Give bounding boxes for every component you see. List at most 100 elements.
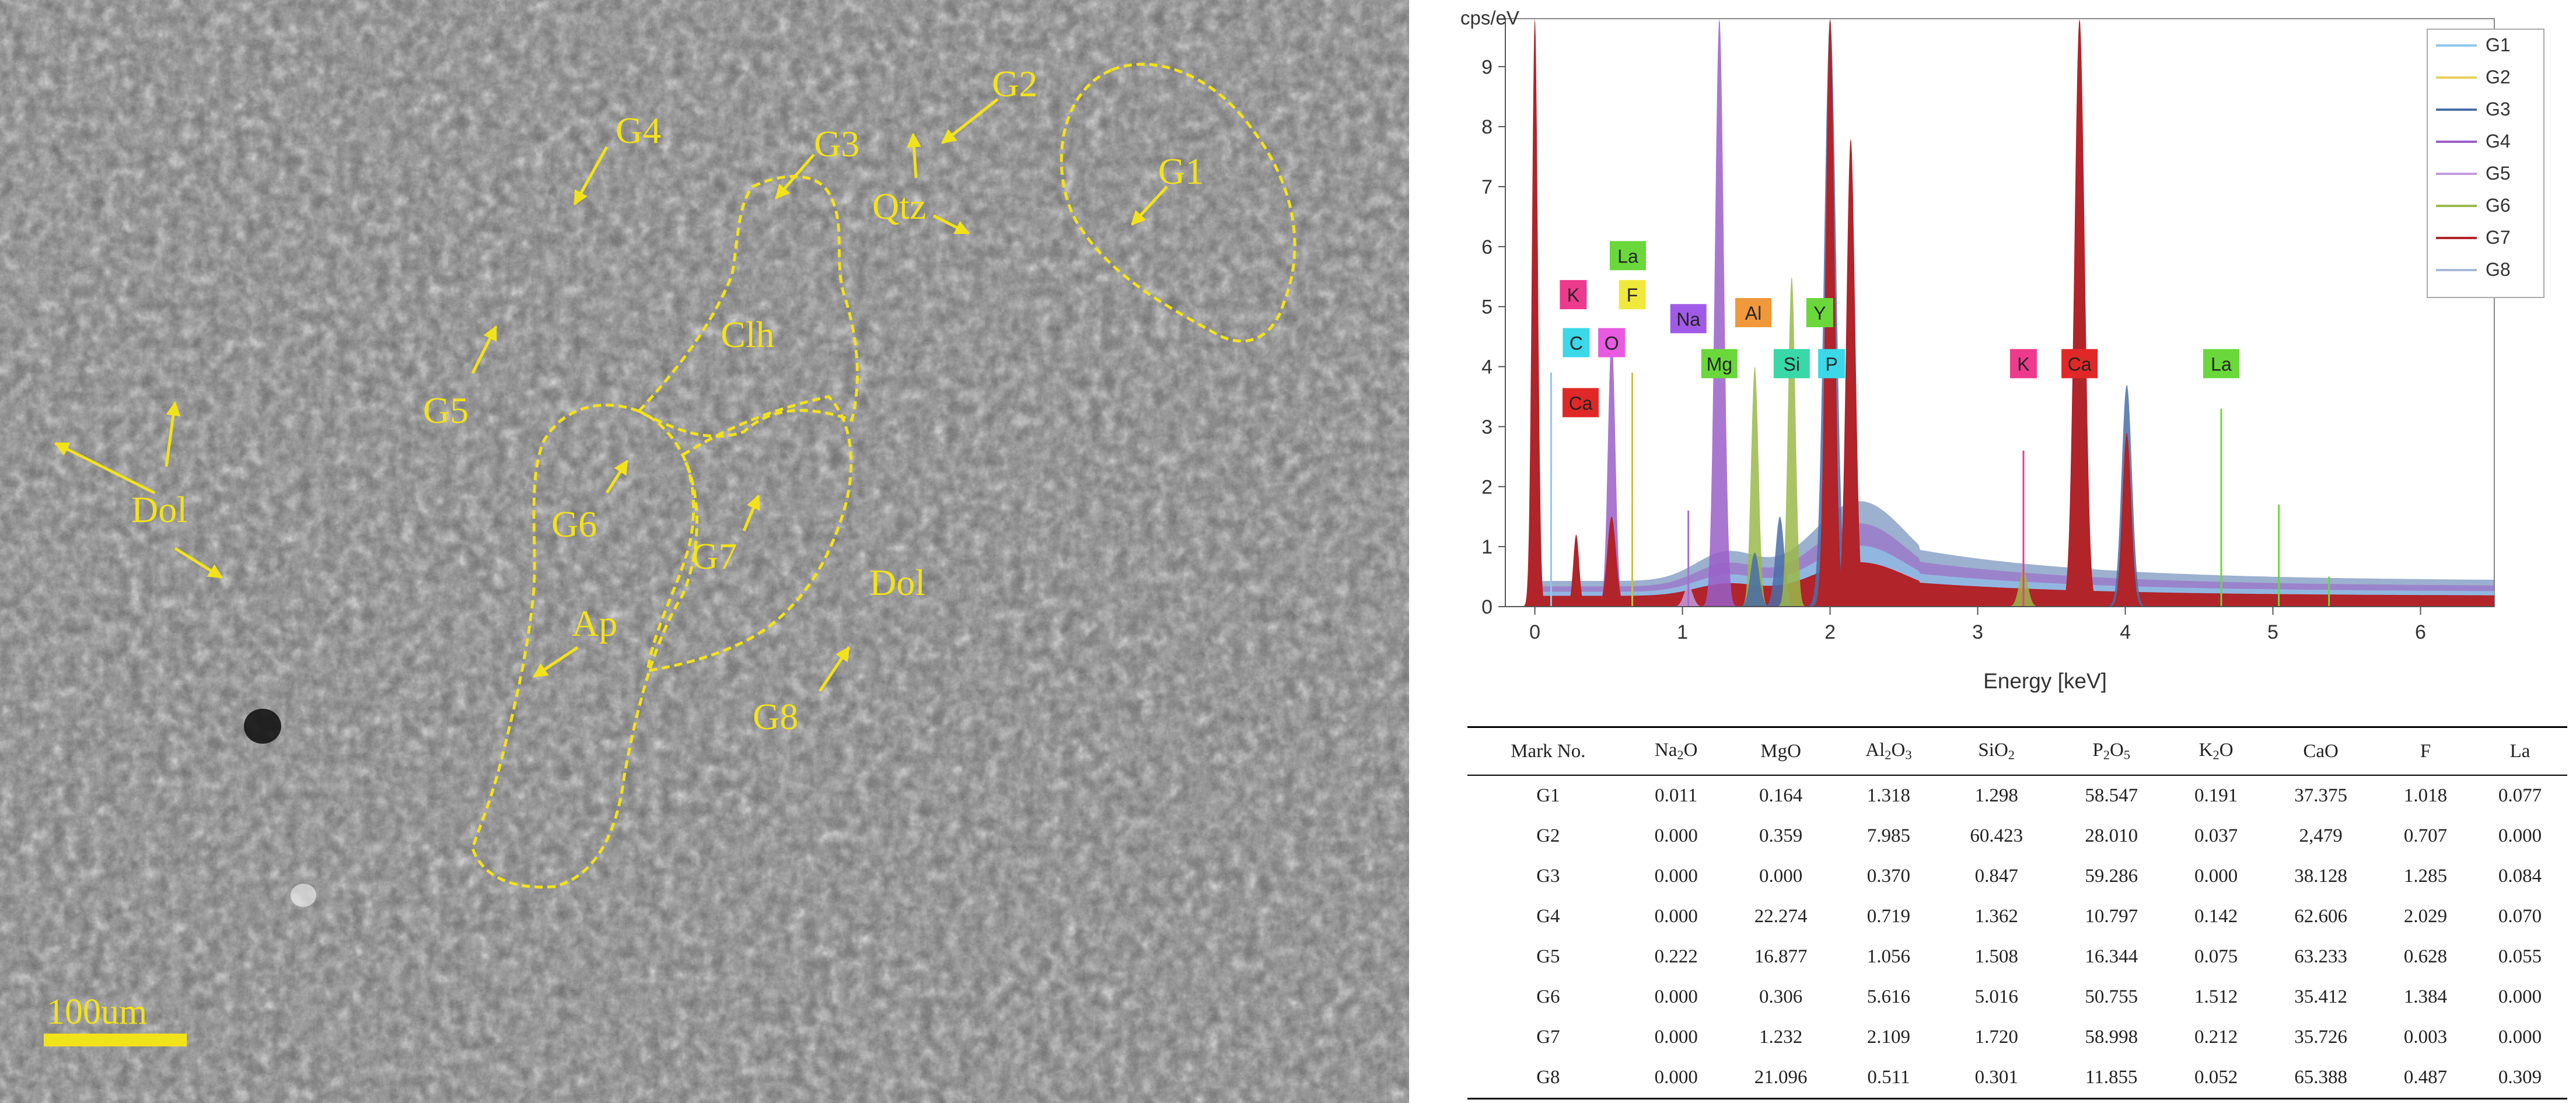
element-tag-text: Y (1813, 303, 1826, 324)
table-cell: 0.707 (2403, 825, 2448, 846)
table-cell: 0.052 (2169, 1058, 2264, 1100)
table-cell: 0.000 (1654, 906, 1698, 927)
header-f: F (2378, 726, 2473, 776)
y-tick-label: 4 (1481, 356, 1493, 379)
label-g6: G6 (551, 503, 597, 545)
header-sio2: SiO2 (1939, 726, 2054, 776)
peak-mark (1777, 276, 1806, 607)
table-cell: 37.375 (2294, 785, 2347, 806)
element-tag-box (1609, 241, 1646, 271)
element-tag-box (1773, 349, 1810, 379)
x-tick-label: 4 (2120, 621, 2131, 643)
legend: G1 G2 G3 G4 G5 G6 G7 G8 (2427, 29, 2544, 298)
table-cell: 50.755 (2085, 986, 2138, 1007)
element-tag-text: Ca (2068, 353, 2092, 374)
y-tick-label: 8 (1481, 116, 1493, 138)
table-row: G8 0.000 21.096 0.511 0.301 11.855 0.052 65.388… (1467, 1058, 2567, 1100)
y-axis-label: cps/eV (1460, 7, 1519, 29)
table-cell: 0.000 (1654, 986, 1698, 1007)
legend-entry-g7: G7 (2436, 227, 2511, 248)
x-tick-label: 2 (1824, 621, 1836, 643)
table-cell: 58.547 (2085, 785, 2138, 806)
element-tag-si: Si (1773, 349, 1810, 379)
element-tag-box (1701, 349, 1738, 379)
table-cell: 1.720 (1974, 1027, 2018, 1048)
table-cell: 38.128 (2294, 866, 2347, 887)
y-tick-label: 1 (1481, 536, 1493, 558)
x-tick-label: 3 (1972, 621, 1983, 643)
table-cell: 2,479 (2299, 825, 2343, 846)
table-cell: 0.055 (2498, 946, 2542, 967)
label-g8: G8 (753, 696, 798, 737)
header-mgo: MgO (1723, 726, 1838, 776)
eds-spectrum-chart: K C Ca O La F Na Mg Al Y Si P K Ca La 0 1 2 3 4 5 6 0 1 2 3 4 5 6 7 8… (1460, 7, 2544, 693)
table-cell: 1.018 (2403, 785, 2448, 806)
table-cell: 5.616 (1867, 986, 1911, 1007)
scale-bar-label: 100um (47, 992, 147, 1032)
grain-outlines (471, 62, 1296, 889)
x-tick-label: 5 (2267, 621, 2278, 643)
legend-label: G5 (2486, 163, 2511, 184)
y-tick-label: 7 (1481, 176, 1493, 198)
label-dol-left: Dol (131, 489, 187, 530)
element-tag-box (2203, 349, 2239, 379)
table-cell: 0.370 (1867, 866, 1911, 887)
element-tag-text: O (1605, 332, 1619, 353)
element-tag-box (1563, 328, 1590, 358)
table-cell: 0.000 (2498, 1027, 2542, 1048)
table-cell: 63.233 (2294, 946, 2347, 967)
table-cell: 60.423 (1970, 825, 2023, 846)
table-cell: 35.726 (2294, 1027, 2347, 1048)
composition-table: Mark No. Na2O MgO Al2O3 SiO2 P2O5 K2O Ca… (1467, 726, 2567, 1100)
element-tag-box (1670, 304, 1707, 334)
table-cell: 1.232 (1759, 1027, 1803, 1048)
plot-area (1505, 18, 2495, 607)
peak-mark (2109, 432, 2144, 607)
header-k2o: K2O (2169, 726, 2264, 776)
legend-label: G8 (2486, 259, 2511, 280)
table-row-mark: G2 (1536, 825, 1560, 846)
table-cell: 0.003 (2403, 1027, 2448, 1048)
table-cell: 1.362 (1974, 906, 2018, 927)
table-cell: 5.016 (1974, 986, 2018, 1007)
table-cell: 0.037 (2194, 825, 2238, 846)
table-cell: 0.000 (1654, 866, 1698, 887)
table-cell: 0.000 (2498, 825, 2542, 846)
label-arrows (54, 98, 1168, 692)
table-cell: 21.096 (1723, 1058, 1838, 1100)
table-row: G7 0.000 1.232 2.109 1.720 58.998 0.212 35.726 0… (1467, 1017, 2567, 1058)
peak-mark (1833, 138, 1868, 607)
plot-frame (1505, 18, 2495, 607)
table-row-mark: G7 (1536, 1027, 1560, 1048)
element-tag-k: K (2009, 349, 2037, 379)
legend-box (2427, 29, 2544, 298)
table-row: G6 0.000 0.306 5.616 5.016 50.755 1.512 35.412 1… (1467, 977, 2567, 1017)
table-cell: 0.000 (1628, 1058, 1724, 1100)
table-cell: 35.412 (2294, 986, 2347, 1007)
element-tag-al: Al (1735, 298, 1772, 327)
table-cell: 0.011 (1655, 785, 1698, 806)
x-axis-label: Energy [keV] (1983, 669, 2107, 693)
element-tag-text: Ca (1569, 393, 1593, 414)
x-tick-label: 6 (2415, 621, 2426, 643)
element-tag-text: P (1825, 353, 1837, 374)
table-row-mark: G3 (1536, 866, 1560, 887)
x-tick-label: 0 (1529, 621, 1540, 643)
element-tag-text: Mg (1707, 353, 1732, 374)
element-tag-box (1560, 280, 1587, 310)
table-cell: 65.388 (2263, 1058, 2379, 1100)
table-row: G4 0.000 22.274 0.719 1.362 10.797 0.142 62.606… (1467, 897, 2567, 937)
sem-micrograph: G4 G3 G2 G1 Qtz Clh G5 Dol G6 G7 Ap Dol … (0, 0, 1409, 1103)
element-tag-p: P (1818, 349, 1846, 379)
table-cell: 0.719 (1867, 906, 1911, 927)
table-cell: 0.212 (2194, 1027, 2238, 1048)
element-tag-text: Al (1745, 303, 1761, 324)
header-la: La (2472, 726, 2567, 776)
element-tag-la: La (2203, 349, 2239, 379)
table-cell: 0.070 (2498, 906, 2542, 927)
table-cell: 0.000 (1759, 866, 1803, 887)
element-tag-la: La (1609, 241, 1646, 271)
table-cell: 1.512 (2194, 986, 2238, 1007)
table-cell: 1.298 (1974, 785, 2018, 806)
table-cell: 10.797 (2085, 906, 2138, 927)
